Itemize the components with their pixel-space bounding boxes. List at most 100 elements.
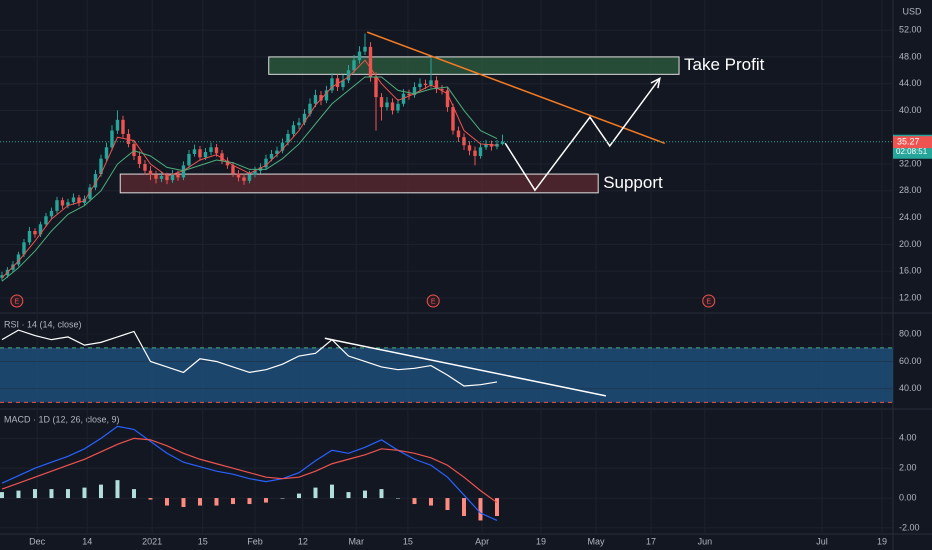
x-tick-label: 17 [646,536,656,546]
macd-histogram-bar [115,480,120,499]
x-tick-label: 2021 [142,536,162,546]
candle-body [198,149,202,158]
candle-body [269,153,274,159]
candle-body [209,147,213,152]
y-tick-label: 40.00 [899,383,922,393]
candle-body [357,51,362,61]
candle-body [429,80,433,86]
candle-body [363,46,367,52]
candle-body [297,122,301,126]
candle-body [418,83,422,88]
macd-histogram-bar [32,489,37,499]
candle-body [451,107,455,131]
x-tick-label: Jul [816,536,828,546]
x-tick-label: 15 [198,536,208,546]
candle-body [401,93,406,104]
candle-body [220,153,224,161]
candle-body [253,170,257,175]
macd-histogram-bar [197,498,202,506]
x-tick-label: 14 [82,536,92,546]
candle-body [412,87,417,96]
candle-body [231,165,235,174]
earnings-label: E [706,298,711,305]
candle-body [77,197,81,203]
arrow-head [650,76,661,89]
candle-body [484,143,488,148]
macd-histogram-bar [16,490,21,499]
macd-title: MACD · 1D (12, 26, close, 9) [4,414,120,424]
candle-body [132,143,136,156]
macd-histogram-bar [478,498,483,521]
candle-body [0,275,4,278]
candle-body [478,147,483,156]
candle-body [181,165,186,178]
candle-body [225,160,230,166]
candle-body [445,90,450,108]
candle-body [159,176,164,179]
candle-body [396,103,400,111]
candle-body [242,177,246,181]
macd-histogram-bar [230,498,235,505]
earnings-label: E [14,298,19,305]
y-tick-label: 24.00 [899,212,922,222]
candle-body [308,103,312,114]
candle-body [407,93,411,96]
macd-histogram-bar [82,487,87,499]
x-tick-label: 19 [877,536,887,546]
candle-body [115,119,120,131]
macd-histogram-bar [263,498,268,503]
y-tick-label: 80.00 [899,329,922,339]
candle-body [66,202,70,206]
candle-body [44,216,48,225]
candle-body [38,224,43,235]
macd-histogram-bar [296,493,301,499]
macd-histogram-bar [445,498,450,511]
macd-histogram-bar [494,498,499,516]
candle-body [473,150,477,156]
candle-body [60,200,65,206]
y-tick-label: 44.00 [899,78,922,88]
candle-body [143,164,147,171]
candle-body [390,102,395,111]
candle-body [165,176,169,181]
candle-body [170,174,175,181]
candle-body [467,145,472,151]
y-tick-label: 4.00 [899,433,917,443]
rsi-trendline [324,337,607,397]
moving-average [1,76,498,282]
y-tick-label: 40.00 [899,105,922,115]
macd-histogram-bar [428,498,433,506]
candle-body [330,78,334,91]
x-tick-label: 12 [298,536,308,546]
candle-body [16,254,21,265]
x-tick-label: May [587,536,605,546]
candle-body [462,137,466,146]
x-tick-label: 15 [403,536,413,546]
zone [119,173,599,194]
candle-body [33,230,37,235]
earnings-marker [426,294,440,308]
y-tick-label: -2.00 [899,522,920,532]
bid-price-box [893,136,932,149]
candle-body [247,174,252,181]
candle-body [456,130,461,138]
currency: USD [902,6,922,16]
macd-histogram-bar [346,492,351,499]
projection-path [504,77,661,192]
candle-body [176,174,180,178]
macd-histogram-bar [247,498,252,505]
candle-body [126,133,131,144]
candle-body [187,153,191,166]
candle-body [71,197,76,203]
candle-body [291,125,296,134]
candle-body [385,102,389,108]
x-tick-label: Mar [348,536,364,546]
trendline [366,31,666,144]
candle-body [341,80,345,88]
macd-histogram-bar [181,498,186,508]
candle-body [286,133,290,143]
macd-histogram-bar [362,490,367,499]
candle-body [99,158,103,175]
y-tick-label: 28.00 [899,185,922,195]
